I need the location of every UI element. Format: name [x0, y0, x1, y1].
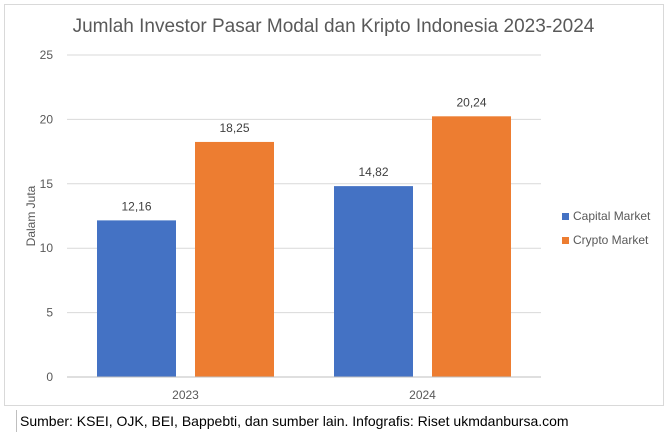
data-label-capital-market-2024: 14,82: [358, 165, 388, 179]
bar-capital-market-2023: [97, 220, 176, 377]
y-tick-label-5: 5: [46, 306, 53, 320]
bar-chart: 0 5 10 15 20 25 Dalam Juta 12,16 18,25 2023 14,82 2…: [24, 48, 541, 402]
chart-title: Jumlah Investor Pasar Modal dan Kripto I…: [72, 16, 595, 37]
legend-label-capital-market: Capital Market: [573, 209, 651, 223]
y-tick-label-15: 15: [40, 177, 54, 191]
data-label-crypto-market-2023: 18,25: [219, 121, 249, 135]
legend: Capital Market Crypto Market: [562, 204, 650, 252]
y-tick-label-25: 25: [40, 48, 54, 62]
legend-swatch-crypto-market: [562, 236, 569, 244]
bar-crypto-market-2023: [195, 141, 274, 377]
source-footer: Sumber: KSEI, OJK, BEI, Bappebti, dan su…: [16, 410, 667, 432]
x-tick-label-2024: 2024: [409, 388, 436, 402]
data-label-capital-market-2023: 12,16: [121, 199, 151, 213]
bar-crypto-market-2024: [432, 116, 511, 377]
y-axis-title: Dalam Juta: [24, 185, 38, 246]
legend-swatch-capital-market: [562, 212, 569, 220]
y-tick-label-20: 20: [40, 112, 54, 126]
bar-capital-market-2024: [334, 186, 413, 377]
x-tick-label-2023: 2023: [172, 388, 199, 402]
y-tick-label-0: 0: [46, 370, 53, 384]
data-label-crypto-market-2024: 20,24: [456, 95, 486, 109]
legend-label-crypto-market: Crypto Market: [573, 233, 649, 247]
legend-item-crypto-market: Crypto Market: [562, 228, 650, 252]
legend-item-capital-market: Capital Market: [562, 204, 650, 228]
y-tick-label-10: 10: [40, 241, 54, 255]
